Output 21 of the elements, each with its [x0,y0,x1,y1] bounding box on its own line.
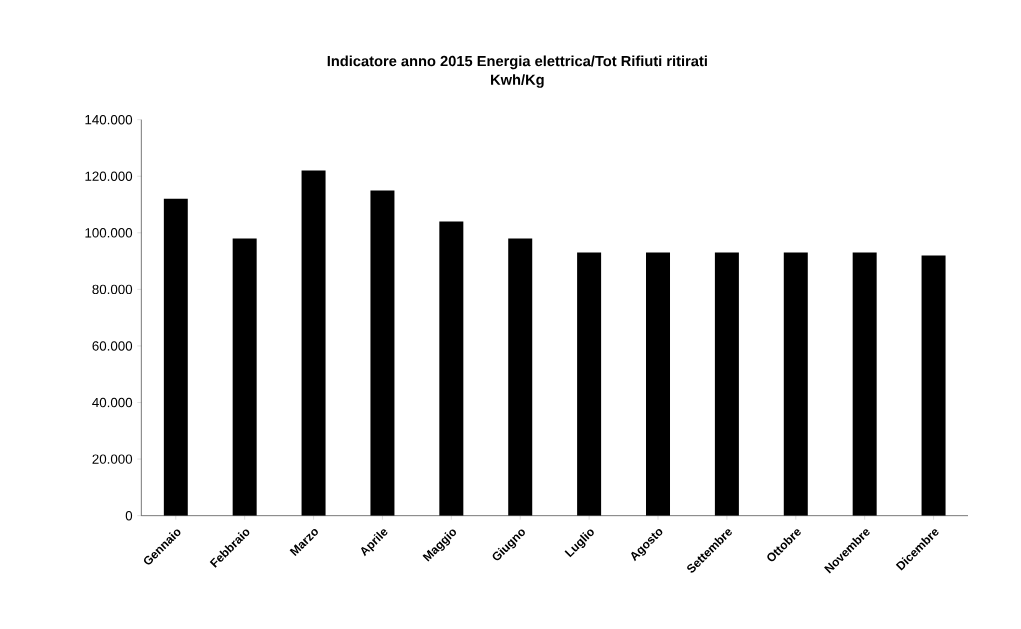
y-tick-label: 80.000 [92,284,133,295]
bar [921,255,946,516]
bar [163,198,188,516]
bar [508,238,533,516]
bar [714,252,739,516]
bar [783,252,808,516]
y-tick-label: 100.000 [85,228,133,238]
y-tick-label: 140.000 [85,114,133,125]
y-tick-label: 60.000 [92,341,133,351]
y-tick-label: 120.000 [85,171,133,181]
bar [852,252,877,516]
bar [577,252,602,516]
bar [370,190,395,516]
y-tick-label: 20.000 [92,454,133,464]
bar [646,252,671,516]
chart-title: Indicatore anno 2015 Energia elettrica/Tot Rifiuti ritirati Kwh/Kg [327,55,707,88]
bar [439,221,464,516]
y-tick-label: 40.000 [92,397,133,408]
bar [232,238,257,516]
y-tick-label: 0 [125,510,133,521]
bar [301,170,326,516]
